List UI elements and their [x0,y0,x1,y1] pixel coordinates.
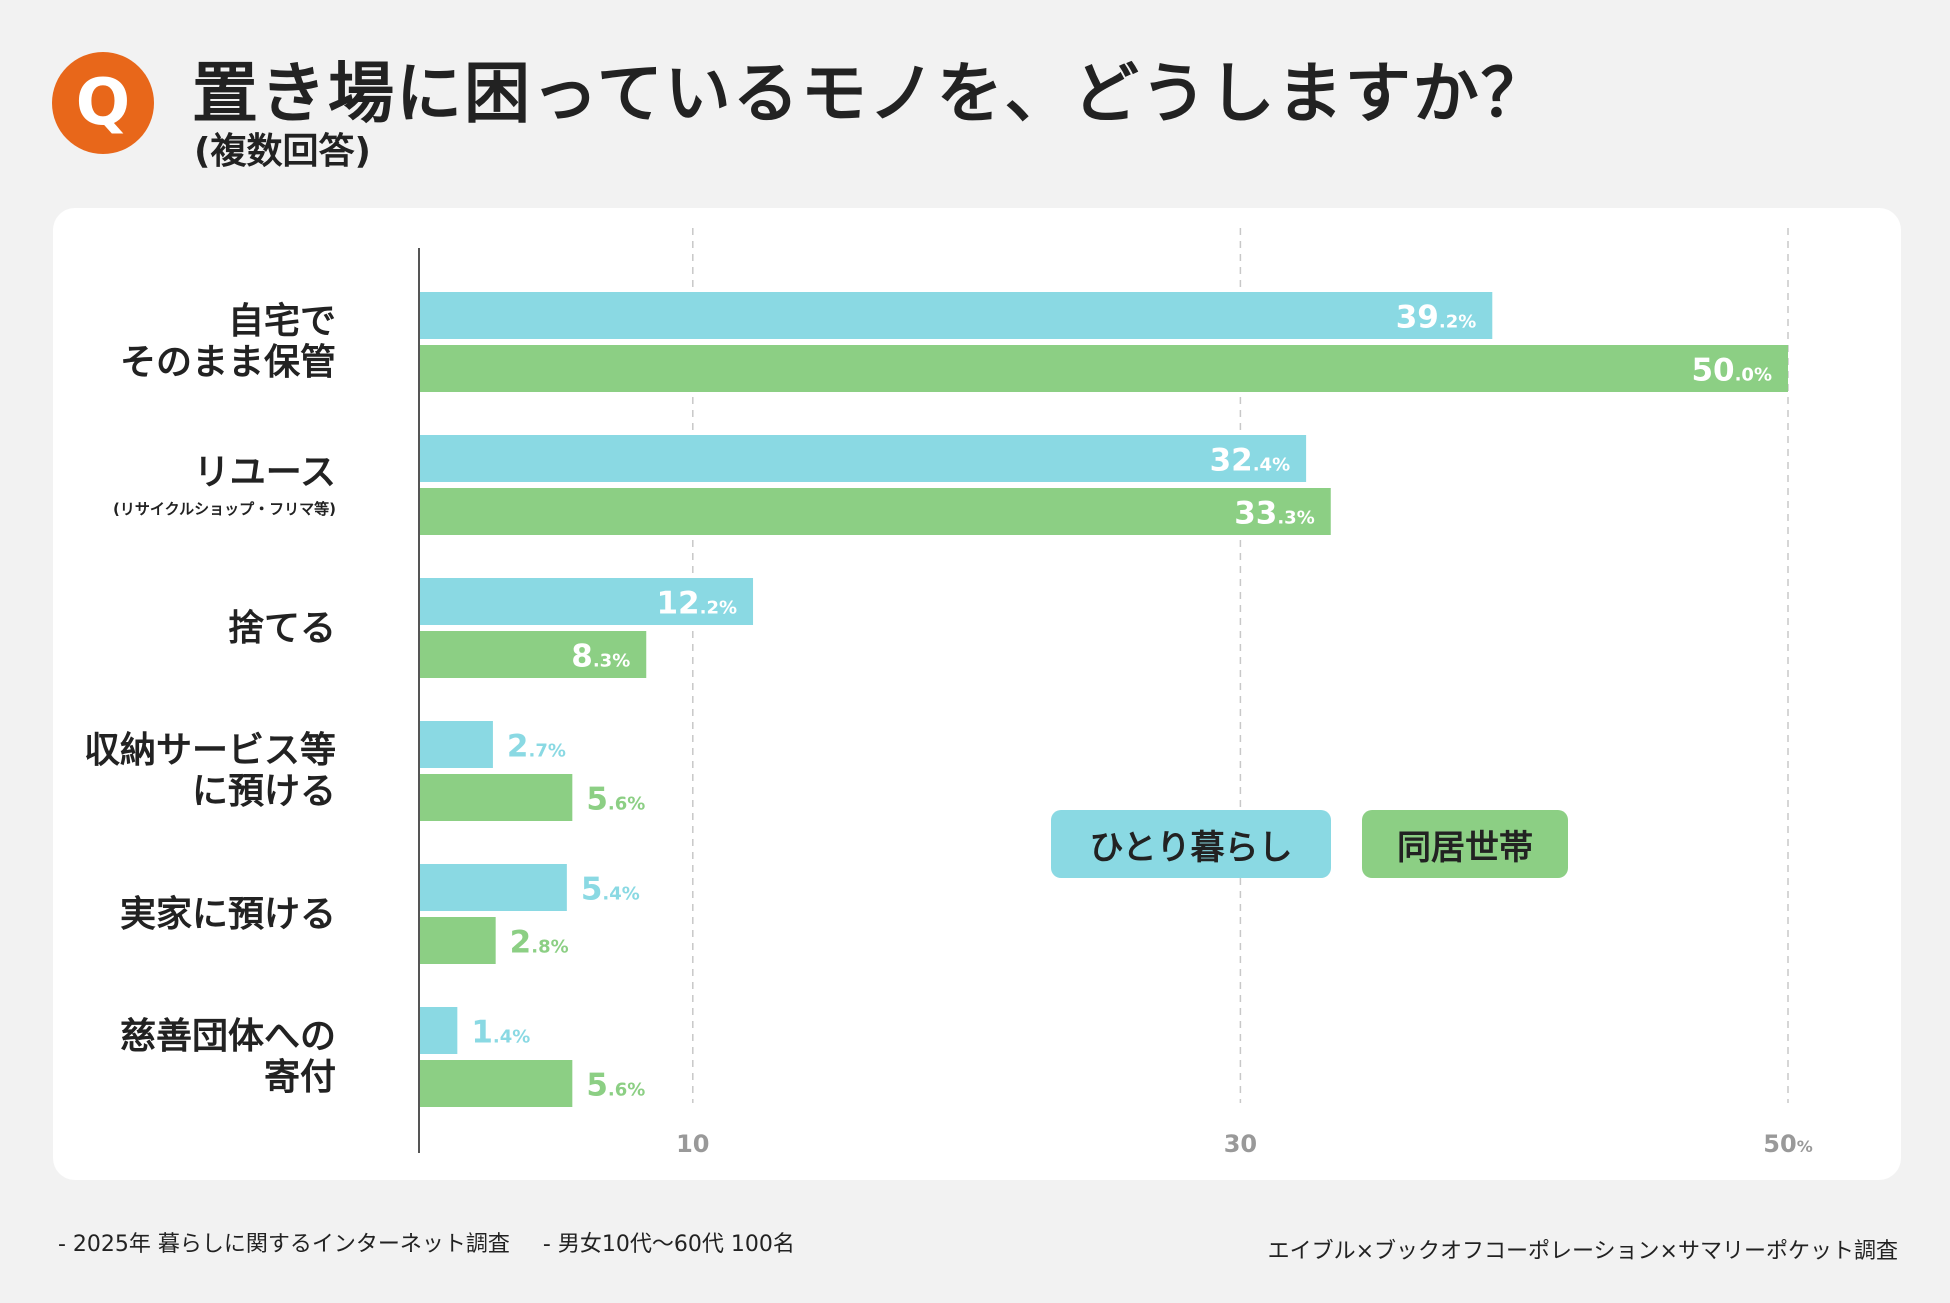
bar-single [419,864,567,911]
category-label: 自宅で そのまま保管 [120,301,336,383]
category-label-line: 自宅で [227,301,336,342]
survey-notes: - 2025年 暮らしに関するインターネット調査 - 男女10代〜60代 100… [58,1226,821,1258]
data-label: 32.4% [1210,443,1291,479]
category-label-line: そのまま保管 [119,342,336,383]
data-label: 12.2% [656,586,737,622]
legend-cohabit: 同居世帯 [1362,810,1568,878]
data-label: 39.2% [1396,300,1477,336]
data-label: 5.6% [586,782,645,818]
bar-single [419,292,1493,339]
category-label: 実家に預ける [120,894,336,935]
category-label-line: 捨てる [227,607,336,649]
bar-chart: 39.2% 50.0% 32.4% 33.3% 12.2% 8.3% 2.7% 5.6% 5.4… [418,228,1813,1158]
data-label: 33.3% [1234,496,1315,532]
data-label: 8.3% [571,639,630,675]
data-label: 2.8% [510,925,569,961]
bar-cohabit [419,631,647,678]
category-label: リユース (リサイクルショップ・フリマ等) [113,452,336,519]
x-tick-label: 50% [1763,1130,1812,1158]
data-label: 2.7% [507,729,566,765]
bar-cohabit [419,917,496,964]
category-label-line: に預ける [191,771,336,812]
data-label: 5.6% [586,1068,645,1104]
survey-note: - 男女10代〜60代 100名 [542,1232,795,1257]
x-tick-label: 30 [1224,1130,1257,1158]
data-label: 50.0% [1691,353,1772,389]
category-label: 捨てる [228,608,336,649]
bar-cohabit [419,345,1788,392]
bar-cohabit [419,1060,573,1107]
data-label: 1.4% [471,1015,530,1051]
x-tick-label: 10 [676,1130,709,1158]
category-label-sub: (リサイクルショップ・フリマ等) [113,499,336,518]
page-title: 置き場に困っているモノを、どうしますか？ [192,55,1549,132]
category-label: 慈善団体への 寄付 [120,1016,336,1098]
page-subtitle: (複数回答) [194,131,371,172]
category-label-line: 慈善団体への [119,1016,336,1057]
bar-cohabit [419,774,573,821]
bar-single [419,1007,458,1054]
data-label: 5.4% [581,872,640,908]
bar-single [419,435,1307,482]
bar-single [419,578,754,625]
bar-single [419,721,493,768]
legend-single: ひとり暮らし [1051,810,1331,878]
category-label-line: リユース [193,451,336,493]
question-badge: Q [52,52,154,154]
category-label: 収納サービス等 に預ける [84,730,336,812]
category-label-line: 実家に預ける [119,893,336,935]
category-label-line: 寄付 [263,1057,336,1098]
category-label-line: 収納サービス等 [83,730,336,771]
survey-note: - 2025年 暮らしに関するインターネット調査 [58,1232,510,1257]
bar-cohabit [419,488,1331,535]
survey-credit: エイブル×ブックオフコーポレーション×サマリーポケット調査 [1267,1239,1898,1264]
chart-card: 自宅で そのまま保管リユース (リサイクルショップ・フリマ等) 捨てる収納サービス等に… [53,208,1901,1180]
